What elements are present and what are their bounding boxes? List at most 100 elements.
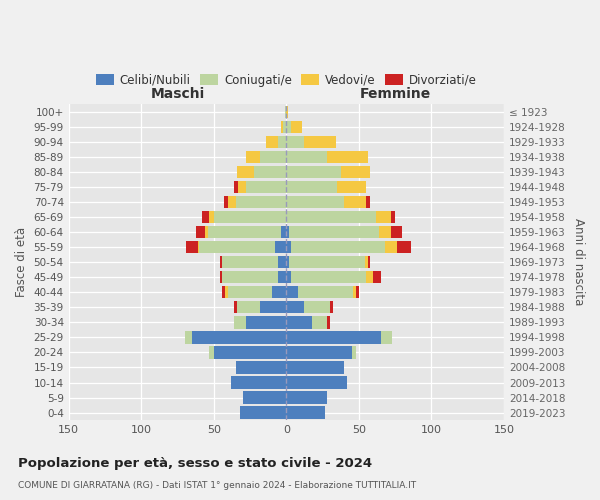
- Bar: [368, 256, 370, 268]
- Bar: [286, 316, 313, 328]
- Bar: [278, 271, 286, 283]
- Bar: [286, 392, 327, 404]
- Bar: [286, 226, 289, 238]
- Text: COMUNE DI GIARRATANA (RG) - Dati ISTAT 1° gennaio 2024 - Elaborazione TUTTITALIA: COMUNE DI GIARRATANA (RG) - Dati ISTAT 1…: [18, 480, 416, 490]
- Bar: [224, 196, 228, 208]
- Bar: [286, 406, 325, 419]
- Y-axis label: Anni di nascita: Anni di nascita: [572, 218, 585, 306]
- Bar: [376, 211, 391, 223]
- Bar: [385, 241, 397, 254]
- Bar: [285, 106, 286, 118]
- Bar: [192, 331, 286, 344]
- Bar: [254, 166, 286, 178]
- Bar: [186, 241, 198, 254]
- Bar: [286, 196, 344, 208]
- Bar: [286, 241, 290, 254]
- Bar: [327, 150, 368, 163]
- Bar: [304, 136, 335, 148]
- Text: Popolazione per età, sesso e stato civile - 2024: Popolazione per età, sesso e stato civil…: [18, 458, 372, 470]
- Bar: [223, 256, 278, 268]
- Bar: [290, 120, 302, 133]
- Bar: [330, 301, 333, 314]
- Bar: [283, 120, 286, 133]
- Bar: [341, 166, 370, 178]
- Bar: [356, 286, 359, 298]
- Bar: [237, 301, 260, 314]
- Bar: [286, 150, 327, 163]
- Bar: [313, 316, 327, 328]
- Bar: [286, 120, 290, 133]
- Bar: [209, 211, 214, 223]
- Bar: [208, 226, 281, 238]
- Bar: [198, 241, 199, 254]
- Bar: [234, 180, 238, 193]
- Bar: [228, 286, 272, 298]
- Bar: [286, 362, 344, 374]
- Bar: [234, 301, 237, 314]
- Bar: [352, 346, 356, 358]
- Bar: [214, 211, 286, 223]
- Bar: [260, 301, 286, 314]
- Bar: [353, 286, 356, 298]
- Bar: [260, 150, 286, 163]
- Bar: [275, 241, 286, 254]
- Bar: [397, 241, 411, 254]
- Bar: [366, 196, 370, 208]
- Bar: [286, 286, 298, 298]
- Bar: [281, 120, 283, 133]
- Bar: [286, 180, 337, 193]
- Bar: [286, 136, 304, 148]
- Bar: [272, 286, 286, 298]
- Bar: [344, 196, 366, 208]
- Bar: [365, 256, 368, 268]
- Bar: [243, 392, 286, 404]
- Bar: [278, 256, 286, 268]
- Bar: [286, 346, 352, 358]
- Bar: [220, 271, 223, 283]
- Bar: [226, 286, 228, 298]
- Bar: [240, 406, 286, 419]
- Bar: [231, 376, 286, 388]
- Bar: [238, 180, 245, 193]
- Bar: [290, 271, 366, 283]
- Bar: [327, 316, 330, 328]
- Legend: Celibi/Nubili, Coniugati/e, Vedovi/e, Divorziati/e: Celibi/Nubili, Coniugati/e, Vedovi/e, Di…: [92, 69, 481, 92]
- Bar: [337, 180, 366, 193]
- Bar: [304, 301, 330, 314]
- Bar: [220, 256, 223, 268]
- Bar: [185, 331, 192, 344]
- Bar: [286, 256, 289, 268]
- Bar: [286, 271, 290, 283]
- Bar: [373, 271, 380, 283]
- Bar: [199, 241, 275, 254]
- Bar: [379, 226, 391, 238]
- Bar: [286, 166, 341, 178]
- Bar: [245, 150, 260, 163]
- Bar: [286, 106, 288, 118]
- Bar: [245, 180, 286, 193]
- Bar: [234, 316, 245, 328]
- Bar: [298, 286, 353, 298]
- Bar: [196, 226, 205, 238]
- Bar: [228, 196, 236, 208]
- Bar: [245, 316, 286, 328]
- Text: Maschi: Maschi: [151, 87, 205, 101]
- Bar: [236, 362, 286, 374]
- Bar: [391, 226, 403, 238]
- Bar: [289, 226, 379, 238]
- Bar: [286, 301, 304, 314]
- Bar: [278, 136, 286, 148]
- Bar: [286, 331, 380, 344]
- Y-axis label: Fasce di età: Fasce di età: [15, 227, 28, 297]
- Bar: [223, 286, 226, 298]
- Bar: [391, 211, 395, 223]
- Bar: [281, 226, 286, 238]
- Bar: [236, 196, 286, 208]
- Bar: [214, 346, 286, 358]
- Bar: [286, 211, 376, 223]
- Bar: [380, 331, 392, 344]
- Bar: [286, 376, 347, 388]
- Bar: [205, 226, 208, 238]
- Text: Femmine: Femmine: [359, 87, 431, 101]
- Bar: [266, 136, 278, 148]
